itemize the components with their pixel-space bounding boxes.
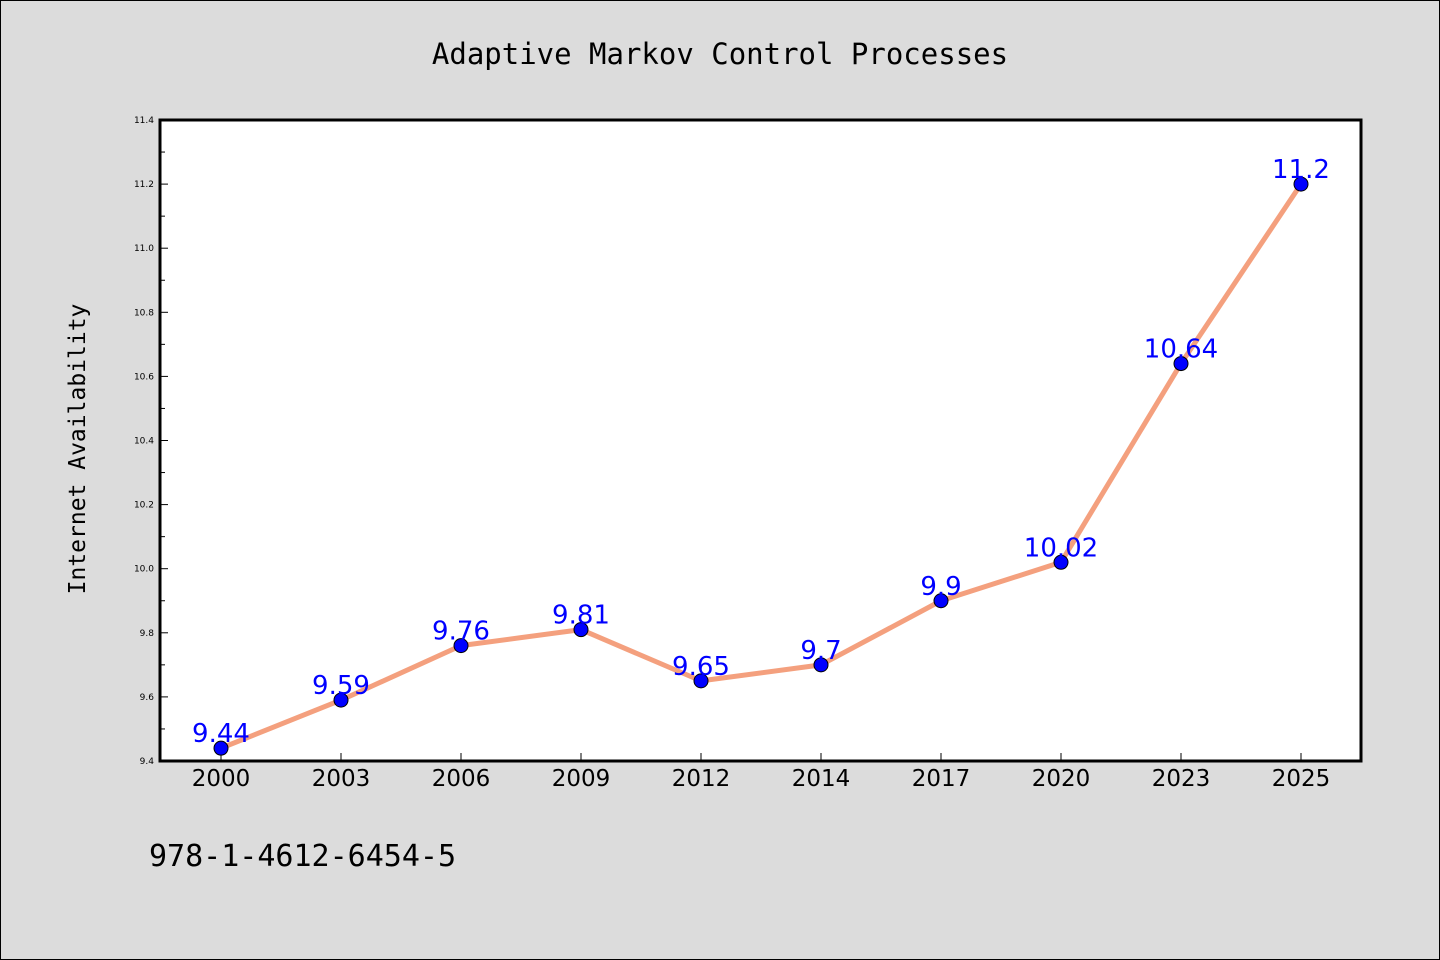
data-point-marker: [333, 692, 349, 708]
data-point-marker: [1173, 356, 1189, 372]
data-point-label: 9.81: [552, 601, 610, 631]
data-point-label: 9.7: [800, 636, 841, 666]
y-tick-label: 10.8: [134, 308, 154, 318]
data-point-label: 9.65: [672, 652, 730, 682]
y-tick-label: 10.0: [134, 565, 154, 575]
y-tick-label: 11.0: [134, 244, 154, 254]
series-lines: [218, 181, 1304, 751]
x-tick-label: 2025: [1272, 766, 1331, 792]
y-tick-label: 10.4: [134, 437, 154, 447]
data-point-marker: [1053, 554, 1069, 570]
data-point-marker: [813, 657, 829, 673]
x-tick-label: 2012: [672, 766, 731, 792]
y-axis-ticks: 9.4 9.6 9.8 10.0 10.2 10.4 10.6 10.8 11.0 11.2 11.…: [134, 116, 168, 767]
y-tick-label: 10.6: [134, 372, 154, 382]
x-tick-label: 2003: [312, 766, 371, 792]
x-axis-ticks: 2000 2003 2006 2009 2012 2014 2017 2020 2023 2025: [192, 753, 1331, 792]
data-point-marker: [693, 673, 709, 689]
x-tick-label: 2023: [1152, 766, 1211, 792]
x-tick-label: 2014: [792, 766, 851, 792]
x-tick-label: 2020: [1032, 766, 1091, 792]
data-point-label: 9.59: [312, 671, 370, 701]
y-tick-label: 11.4: [134, 116, 154, 126]
footer-isbn-text: 978-1-4612-6454-5: [149, 839, 456, 874]
series-markers: [213, 176, 1309, 756]
x-tick-label: 2000: [192, 766, 251, 792]
data-labels: 9.44 9.59 9.76 9.81 9.65 9.7 9.9 10.02 10.64 11.2: [192, 155, 1330, 749]
y-axis-label: Internet Availability: [65, 304, 91, 595]
chart-title: Adaptive Markov Control Processes: [432, 37, 1008, 71]
data-point-marker: [573, 622, 589, 638]
y-tick-label: 9.6: [140, 693, 155, 703]
data-point-label: 9.9: [920, 572, 961, 602]
data-point-marker: [933, 593, 949, 609]
x-tick-label: 2006: [432, 766, 491, 792]
data-point-label: 9.76: [432, 617, 490, 647]
x-tick-label: 2017: [912, 766, 971, 792]
x-tick-label: 2009: [552, 766, 611, 792]
y-tick-label: 9.8: [140, 629, 155, 639]
y-tick-label: 9.4: [140, 757, 155, 767]
data-point-label: 10.02: [1024, 533, 1098, 563]
y-tick-label: 11.2: [134, 180, 154, 190]
data-point-marker: [1293, 176, 1309, 192]
series-line: [218, 181, 1304, 751]
plot-area: [158, 118, 1363, 763]
y-tick-label: 10.2: [134, 501, 154, 511]
data-point-marker: [453, 638, 469, 654]
data-point-label: 10.64: [1144, 335, 1218, 365]
data-point-label: 11.2: [1272, 155, 1330, 185]
data-point-marker: [213, 740, 229, 756]
data-point-label: 9.44: [192, 719, 250, 749]
